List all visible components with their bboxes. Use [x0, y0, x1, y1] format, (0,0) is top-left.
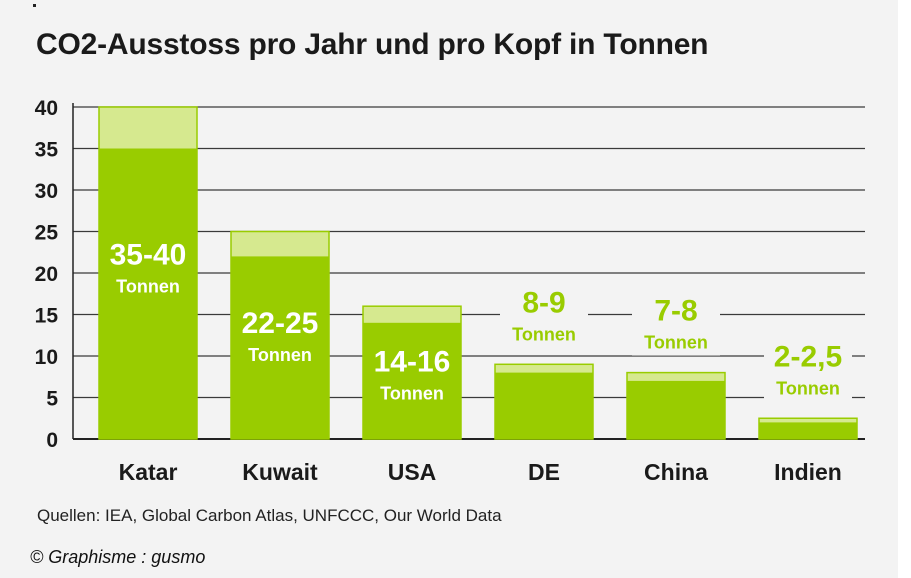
bar-chart: 0 5 10 15 20 25 30 35 40 35-40 Tonnen 22-25 Tonnen 1… [35, 97, 865, 485]
bar [231, 256, 329, 439]
data-label-value: 2-2,5 [774, 340, 842, 373]
y-tick-label: 0 [46, 429, 58, 452]
category-label: Kuwait [242, 459, 318, 485]
page-edge [898, 0, 911, 578]
category-label: Indien [774, 459, 842, 485]
data-label-unit: Tonnen [248, 345, 312, 365]
gridlines [72, 103, 865, 440]
category-label: Katar [119, 459, 178, 485]
y-tick-label: 20 [35, 263, 58, 286]
y-tick-label: 15 [35, 305, 59, 328]
credit-note: © Graphisme : gusmo [30, 547, 206, 567]
bar [627, 380, 725, 439]
x-axis-categories: Katar Kuwait USA DE China Indien [119, 459, 842, 485]
bar [495, 372, 593, 439]
y-tick-label: 25 [35, 222, 59, 245]
y-axis-ticks: 0 5 10 15 20 25 30 35 40 [35, 97, 59, 452]
y-tick-label: 40 [35, 97, 58, 120]
category-label: USA [388, 459, 437, 485]
chart-title: CO2-Ausstoss pro Jahr und pro Kopf in To… [36, 28, 709, 61]
data-label-value: 14-16 [374, 346, 451, 379]
data-label-value: 22-25 [242, 307, 319, 340]
data-label-unit: Tonnen [776, 378, 840, 398]
data-label-unit: Tonnen [644, 333, 708, 353]
data-label-unit: Tonnen [116, 277, 180, 297]
label-backdrop [500, 285, 588, 348]
stray-dot [33, 4, 36, 7]
data-label-value: 35-40 [110, 239, 187, 272]
bars [98, 106, 858, 440]
label-backdrop [764, 339, 852, 402]
data-label-value: 8-9 [522, 286, 565, 319]
category-label: China [644, 459, 708, 485]
y-tick-label: 35 [35, 139, 59, 162]
y-tick-label: 30 [35, 180, 58, 203]
bar [99, 148, 197, 439]
y-tick-label: 5 [46, 388, 58, 411]
data-label-value: 7-8 [654, 295, 697, 328]
category-label: DE [528, 459, 560, 485]
bar [363, 322, 461, 439]
data-label-unit: Tonnen [380, 384, 444, 404]
data-label-unit: Tonnen [512, 324, 576, 344]
label-backdrop [632, 293, 720, 356]
bar [759, 422, 857, 439]
source-note: Quellen: IEA, Global Carbon Atlas, UNFCC… [37, 506, 502, 525]
y-tick-label: 10 [35, 346, 58, 369]
data-labels: 35-40 Tonnen 22-25 Tonnen 14-16 Tonnen 8-9 Tonn… [110, 239, 852, 404]
